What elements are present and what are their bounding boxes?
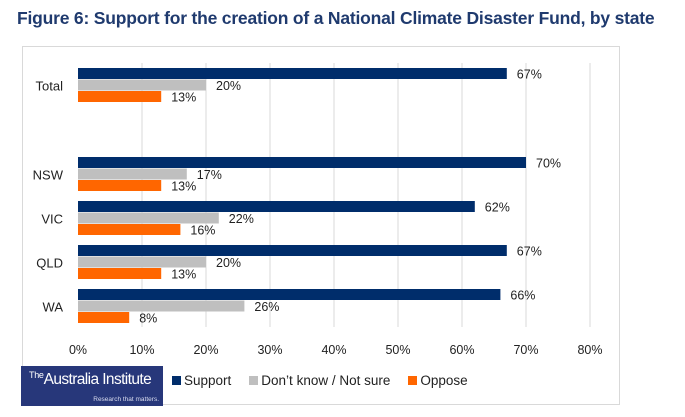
- data-label-wa-oppose: 8%: [139, 311, 157, 325]
- data-label-total-support: 67%: [517, 67, 542, 81]
- legend-item-dont-know: Don’t know / Not sure: [249, 373, 390, 388]
- bar-vic-don-t-know-not-sure: [78, 212, 219, 224]
- x-tick-label: 50%: [385, 343, 410, 357]
- chart-frame: [22, 46, 620, 405]
- legend-label-support: Support: [184, 373, 232, 388]
- category-label-total: Total: [36, 78, 64, 93]
- bar-vic-support: [78, 201, 475, 212]
- legend-item-oppose: Oppose: [408, 373, 468, 388]
- legend-label-oppose: Oppose: [420, 373, 468, 388]
- x-tick-label: 20%: [193, 343, 218, 357]
- category-label-qld: QLD: [36, 255, 63, 270]
- data-label-vic-don-t-know-not-sure: 22%: [229, 212, 254, 226]
- australia-institute-logo: TheAustralia Institute Research that mat…: [21, 366, 163, 406]
- legend-swatch-support: [172, 376, 181, 385]
- data-label-vic-oppose: 16%: [190, 223, 215, 237]
- bar-nsw-don-t-know-not-sure: [78, 168, 187, 180]
- x-tick-label: 10%: [129, 343, 154, 357]
- labels: 0% 10% 20% 30% 40% 50% 60% 70% 80% Total 67% 20% 13%…: [33, 67, 603, 357]
- gridlines: [141, 63, 591, 327]
- bar-nsw-oppose: [78, 180, 162, 191]
- data-label-nsw-don-t-know-not-sure: 17%: [197, 168, 222, 182]
- bars: [78, 68, 526, 323]
- figure-title: Figure 6: Support for the creation of a …: [17, 8, 655, 28]
- legend-swatch-oppose: [408, 376, 418, 385]
- legend-item-support: Support: [172, 373, 231, 388]
- x-tick-label: 60%: [449, 343, 474, 357]
- bar-vic-oppose: [78, 224, 181, 235]
- data-label-vic-support: 62%: [485, 200, 510, 214]
- data-label-qld-don-t-know-not-sure: 20%: [216, 256, 241, 270]
- data-label-total-don-t-know-not-sure: 20%: [216, 79, 241, 93]
- data-label-qld-support: 67%: [517, 244, 542, 258]
- bar-wa-don-t-know-not-sure: [78, 300, 245, 312]
- x-tick-label: 80%: [577, 343, 602, 357]
- bar-qld-don-t-know-not-sure: [78, 256, 206, 268]
- legend-label-dont-know: Don’t know / Not sure: [261, 373, 391, 388]
- data-label-wa-support: 66%: [510, 288, 535, 302]
- category-label-wa: WA: [43, 299, 64, 314]
- bar-total-don-t-know-not-sure: [78, 79, 206, 91]
- x-tick-label: 0%: [69, 343, 87, 357]
- bar-nsw-support: [78, 157, 526, 168]
- data-label-nsw-support: 70%: [536, 156, 561, 170]
- x-tick-label: 30%: [257, 343, 282, 357]
- bar-total-support: [78, 68, 507, 79]
- legend-swatch-dont-know: [249, 376, 259, 385]
- category-label-nsw: NSW: [33, 167, 64, 182]
- data-label-qld-oppose: 13%: [171, 267, 196, 281]
- data-label-wa-don-t-know-not-sure: 26%: [254, 300, 279, 314]
- category-label-vic: VIC: [41, 211, 63, 226]
- bar-qld-oppose: [78, 268, 162, 279]
- x-tick-label: 40%: [321, 343, 346, 357]
- logo-prefix: The: [29, 370, 44, 380]
- data-label-nsw-oppose: 13%: [171, 179, 196, 193]
- bar-wa-support: [78, 289, 501, 300]
- x-tick-label: 70%: [513, 343, 538, 357]
- bar-qld-support: [78, 245, 507, 256]
- data-label-total-oppose: 13%: [171, 90, 196, 104]
- logo-name: Australia Institute: [43, 371, 152, 388]
- bar-wa-oppose: [78, 312, 130, 323]
- logo-wordmark: TheAustralia Institute: [29, 370, 152, 389]
- logo-tagline: Research that matters.: [93, 396, 159, 403]
- chart-legend: Support Don’t know / Not sure Oppose: [172, 373, 468, 388]
- bar-total-oppose: [78, 91, 162, 102]
